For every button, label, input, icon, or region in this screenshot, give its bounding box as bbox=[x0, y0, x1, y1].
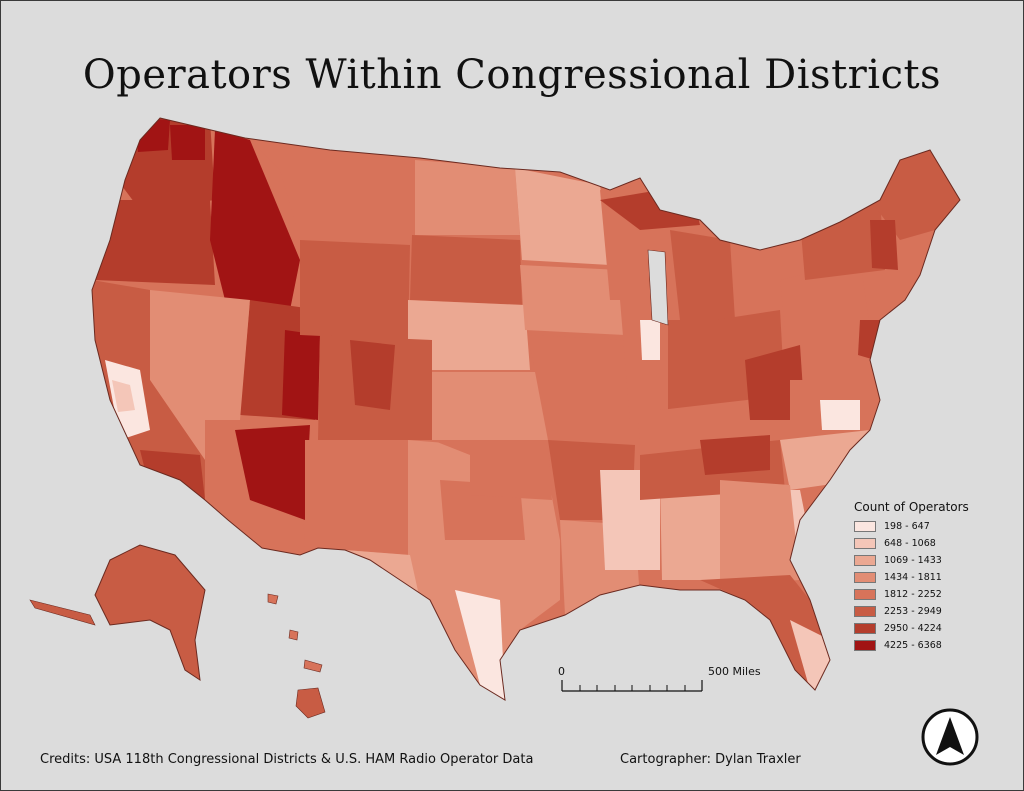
district-montana bbox=[250, 140, 420, 240]
hawaii-oahu bbox=[288, 629, 299, 641]
legend-label: 1069 - 1433 bbox=[884, 555, 942, 566]
legend-row: 1434 - 1811 bbox=[854, 569, 1004, 586]
cartographer: Cartographer: Dylan Traxler bbox=[620, 752, 801, 767]
district-utah-north bbox=[282, 330, 320, 420]
district-vermont bbox=[870, 220, 898, 270]
legend-row: 1812 - 2252 bbox=[854, 586, 1004, 603]
map-title: Operators Within Congressional Districts bbox=[82, 52, 942, 98]
district-florida bbox=[700, 575, 830, 690]
north-arrow-icon bbox=[921, 708, 979, 766]
district-chicago bbox=[640, 320, 660, 360]
district-sf bbox=[112, 380, 135, 412]
legend-label: 648 - 1068 bbox=[884, 538, 936, 549]
district-missouri bbox=[528, 335, 640, 440]
hawaii-maui bbox=[303, 659, 323, 673]
lake-michigan bbox=[647, 249, 669, 326]
district-south-texas bbox=[455, 590, 505, 700]
legend-title: Count of Operators bbox=[854, 500, 969, 514]
district-nevada bbox=[150, 290, 250, 460]
hawaii-big-island bbox=[295, 687, 326, 719]
district-west-texas bbox=[345, 550, 420, 600]
district-south-dakota bbox=[410, 235, 522, 305]
district-michigan bbox=[670, 230, 735, 320]
legend-row: 2950 - 4224 bbox=[854, 620, 1004, 637]
legend-swatch bbox=[854, 623, 876, 634]
legend-swatch bbox=[854, 555, 876, 566]
district-maryland bbox=[858, 320, 880, 360]
legend-row: 648 - 1068 bbox=[854, 535, 1004, 552]
district-wyoming bbox=[300, 240, 410, 340]
district-seattle bbox=[135, 118, 170, 152]
district-south-florida bbox=[790, 620, 830, 690]
aleutian-islands bbox=[29, 599, 96, 626]
district-arizona-north bbox=[235, 425, 310, 520]
scale-start-label: 0 bbox=[558, 665, 565, 678]
legend-swatch bbox=[854, 521, 876, 532]
legend-swatch bbox=[854, 640, 876, 651]
legend-row: 198 - 647 bbox=[854, 518, 1004, 535]
legend-swatch bbox=[854, 589, 876, 600]
district-dc-area bbox=[820, 400, 860, 430]
legend-swatch bbox=[854, 572, 876, 583]
district-georgia bbox=[720, 480, 800, 585]
district-alaska bbox=[94, 544, 206, 682]
district-indiana bbox=[668, 320, 715, 420]
district-new-mexico bbox=[305, 440, 410, 555]
legend-label: 2950 - 4224 bbox=[884, 623, 942, 634]
us-outline bbox=[91, 117, 961, 701]
credits: Credits: USA 118th Congressional Distric… bbox=[40, 752, 534, 767]
district-colorado-west bbox=[350, 340, 395, 410]
district-north-dakota bbox=[415, 160, 520, 235]
district-california bbox=[92, 280, 210, 500]
legend-label: 1434 - 1811 bbox=[884, 572, 942, 583]
district-east-tennessee bbox=[700, 435, 770, 475]
district-north-carolina bbox=[780, 430, 870, 490]
district-wa-east bbox=[170, 125, 205, 160]
district-alabama bbox=[660, 480, 720, 580]
legend-row: 2253 - 2949 bbox=[854, 603, 1004, 620]
hawaii-kauai bbox=[267, 593, 279, 605]
legend-label: 198 - 647 bbox=[884, 521, 930, 532]
legend-swatch bbox=[854, 538, 876, 549]
district-oregon bbox=[95, 200, 215, 285]
legend-label: 4225 - 6368 bbox=[884, 640, 942, 651]
legend-label: 2253 - 2949 bbox=[884, 606, 942, 617]
district-idaho bbox=[210, 130, 300, 310]
scale-end-label: 500 Miles bbox=[708, 665, 761, 678]
legend-label: 1812 - 2252 bbox=[884, 589, 942, 600]
district-oklahoma bbox=[432, 440, 552, 500]
district-kansas bbox=[432, 372, 548, 440]
district-minnesota bbox=[515, 168, 610, 265]
district-iowa bbox=[520, 265, 625, 335]
scale-bar bbox=[561, 680, 703, 692]
legend-row: 4225 - 6368 bbox=[854, 637, 1004, 654]
legend-row: 1069 - 1433 bbox=[854, 552, 1004, 569]
district-pennsylvania bbox=[780, 260, 870, 330]
legend: Count of Operators 198 - 647 648 - 1068 10… bbox=[854, 500, 1004, 654]
district-nebraska bbox=[408, 300, 530, 370]
legend-swatch bbox=[854, 606, 876, 617]
